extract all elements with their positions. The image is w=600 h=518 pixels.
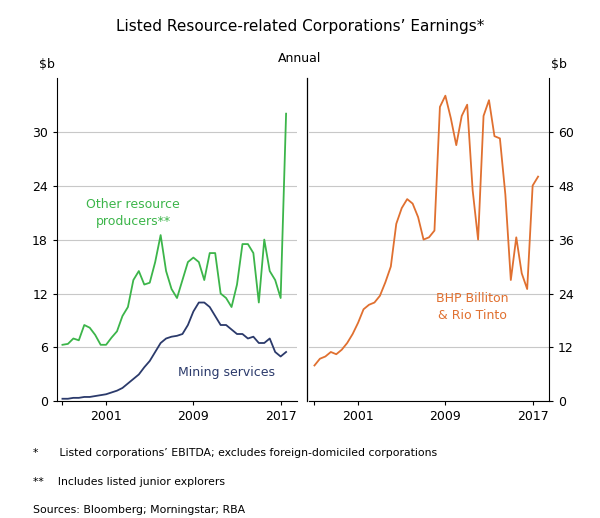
Text: Listed Resource-related Corporations’ Earnings*: Listed Resource-related Corporations’ Ea… xyxy=(116,19,484,34)
Text: Other resource
producers**: Other resource producers** xyxy=(86,197,180,227)
Text: *      Listed corporations’ EBITDA; excludes foreign-domiciled corporations: * Listed corporations’ EBITDA; excludes … xyxy=(33,448,437,458)
Text: Annual: Annual xyxy=(278,52,322,65)
Text: **    Includes listed junior explorers: ** Includes listed junior explorers xyxy=(33,477,225,486)
Text: $b: $b xyxy=(39,58,55,71)
Text: Sources: Bloomberg; Morningstar; RBA: Sources: Bloomberg; Morningstar; RBA xyxy=(33,505,245,515)
Text: $b: $b xyxy=(551,58,567,71)
Text: BHP Billiton
& Rio Tinto: BHP Billiton & Rio Tinto xyxy=(436,292,509,322)
Text: Mining services: Mining services xyxy=(178,366,275,379)
